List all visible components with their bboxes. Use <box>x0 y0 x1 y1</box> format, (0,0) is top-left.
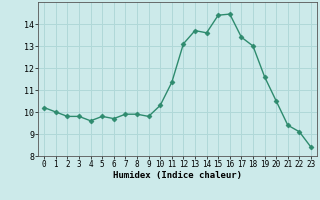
X-axis label: Humidex (Indice chaleur): Humidex (Indice chaleur) <box>113 171 242 180</box>
